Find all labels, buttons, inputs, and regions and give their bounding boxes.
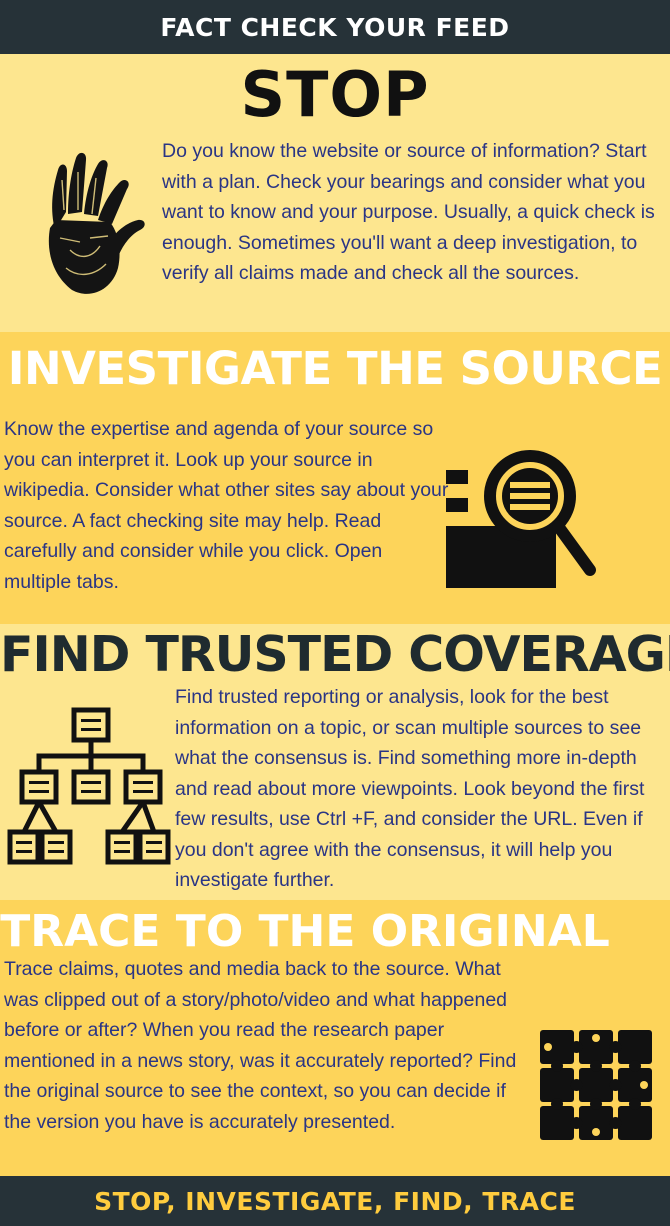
- page-title: FACT CHECK YOUR FEED: [160, 12, 510, 42]
- section-heading-stop: STOP: [240, 58, 430, 131]
- hand-icon: [48, 152, 145, 294]
- header-bar: FACT CHECK YOUR FEED: [0, 0, 670, 54]
- section-heading-find: FIND TRUSTED COVERAGE: [0, 626, 670, 683]
- document-search-icon: [446, 450, 596, 588]
- section-trace: TRACE TO THE ORIGINAL Trace claims, quot…: [0, 900, 670, 1176]
- footer-bar: STOP, INVESTIGATE, FIND, TRACE: [0, 1176, 670, 1226]
- section-text-find: Find trusted reporting or analysis, look…: [175, 686, 645, 891]
- section-heading-trace: TRACE TO THE ORIGINAL: [0, 906, 610, 957]
- section-text-trace: Trace claims, quotes and media back to t…: [4, 958, 517, 1133]
- puzzle-icon: [540, 1030, 652, 1140]
- section-investigate: INVESTIGATE THE SOURCE Know the expertis…: [0, 332, 670, 624]
- section-text-investigate: Know the expertise and agenda of your so…: [4, 418, 449, 593]
- section-text-stop: Do you know the website or source of inf…: [162, 140, 655, 284]
- footer-tagline: STOP, INVESTIGATE, FIND, TRACE: [94, 1186, 576, 1216]
- section-stop: STOP Do you know the website or source o…: [0, 54, 670, 332]
- hierarchy-tree-icon: [7, 707, 171, 865]
- section-find: FIND TRUSTED COVERAGE: [0, 624, 670, 900]
- section-heading-investigate: INVESTIGATE THE SOURCE: [7, 342, 663, 395]
